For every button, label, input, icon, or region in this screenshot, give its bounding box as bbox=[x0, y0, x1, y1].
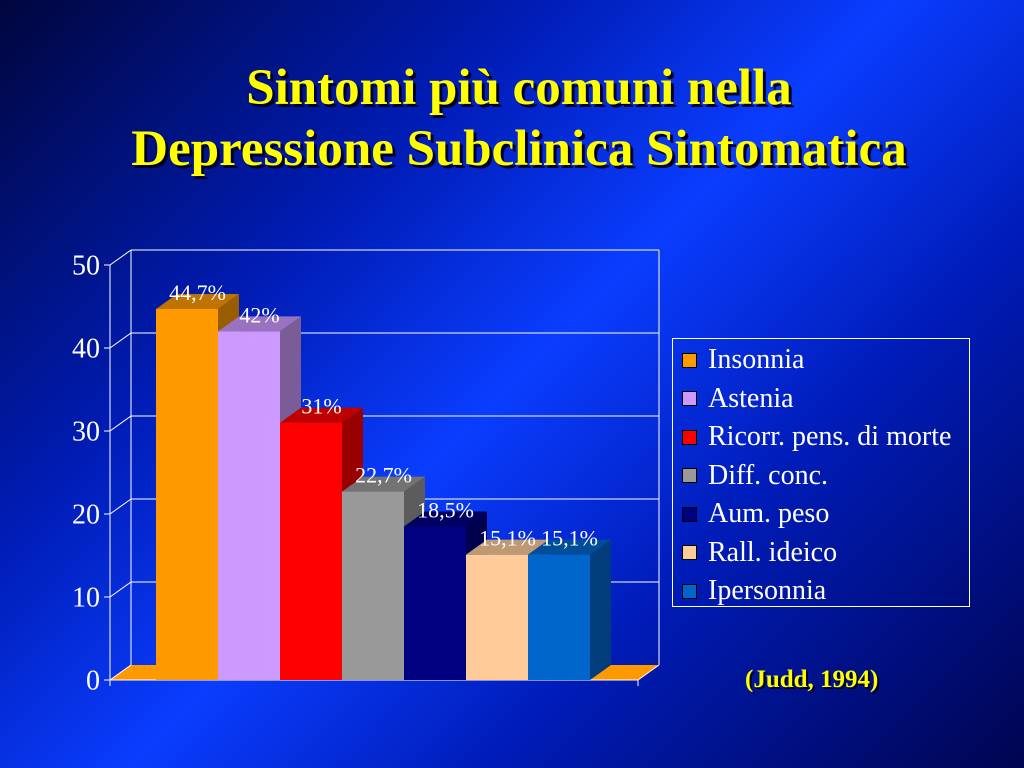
legend-item-aum-peso: Aum. peso bbox=[673, 495, 969, 534]
data-label-rall-ideico: 15,1% bbox=[479, 526, 536, 551]
legend-swatch bbox=[682, 506, 697, 522]
side-wall-gridline bbox=[109, 581, 132, 598]
legend-swatch bbox=[682, 391, 697, 407]
side-wall-gridline bbox=[109, 249, 132, 266]
legend-swatch bbox=[682, 545, 697, 561]
bar-front-face bbox=[156, 308, 218, 680]
data-label-aum-peso: 18,5% bbox=[417, 497, 474, 522]
bar-astenia bbox=[218, 316, 301, 680]
side-wall-gridline bbox=[109, 332, 132, 349]
bar-front-face bbox=[466, 554, 528, 680]
legend-item-diff-conc: Diff. conc. bbox=[673, 457, 969, 496]
legend-item-ricorr-pens-di-morte: Ricorr. pens. di morte bbox=[673, 418, 969, 457]
legend-item-astenia: Astenia bbox=[673, 380, 969, 419]
bar-front-face bbox=[280, 422, 342, 680]
legend-label: Aum. peso bbox=[708, 498, 830, 530]
side-wall-gridline bbox=[109, 415, 132, 432]
legend-swatch bbox=[682, 352, 697, 368]
title-line-1: Sintomi più comuni nella bbox=[246, 60, 792, 116]
legend-item-ipersonnia: Ipersonnia bbox=[673, 572, 969, 611]
bar-top-face bbox=[342, 476, 425, 492]
legend-label: Diff. conc. bbox=[708, 459, 828, 491]
bar-front-face bbox=[404, 526, 466, 680]
legend-label: Ipersonnia bbox=[708, 575, 827, 607]
legend-swatch bbox=[682, 468, 697, 484]
side-wall-gridline bbox=[109, 664, 132, 681]
side-wall-gridline bbox=[109, 498, 132, 515]
bar-top-face bbox=[404, 511, 487, 527]
y-tick-label: 0 bbox=[86, 666, 100, 697]
citation: (Judd, 1994) bbox=[745, 666, 879, 693]
bar-top-face bbox=[280, 407, 363, 423]
data-label-ipersonnia: 15,1% bbox=[541, 526, 598, 551]
y-tick-label: 20 bbox=[72, 500, 100, 531]
legend-label: Rall. ideico bbox=[708, 536, 838, 568]
bar-front-face bbox=[342, 491, 404, 680]
slide-title: Sintomi più comuni nella Depressione Sub… bbox=[0, 58, 1024, 180]
data-label-insonnia: 44,7% bbox=[169, 280, 226, 305]
y-tick-label: 30 bbox=[72, 417, 100, 448]
y-tick-label: 40 bbox=[72, 334, 100, 365]
bar-top-face bbox=[466, 539, 549, 555]
title-line-2: Depressione Subclinica Sintomatica bbox=[131, 121, 907, 177]
bar-front-face bbox=[218, 331, 280, 680]
legend-label: Insonnia bbox=[708, 344, 805, 376]
bar-front-face bbox=[528, 554, 590, 680]
y-tick-label: 50 bbox=[72, 251, 100, 282]
floor-right-edge bbox=[637, 664, 660, 681]
legend-item-insonnia: Insonnia bbox=[673, 341, 969, 380]
y-tick-label: 10 bbox=[72, 583, 100, 614]
data-label-ricorr-pens-di-morte: 31% bbox=[301, 394, 341, 419]
bar-top-face bbox=[218, 316, 301, 332]
bar-top-face bbox=[528, 539, 611, 555]
legend-label: Ricorr. pens. di morte bbox=[708, 421, 952, 453]
data-label-diff-conc: 22,7% bbox=[355, 463, 412, 488]
legend-swatch bbox=[682, 583, 697, 599]
legend: Insonnia Astenia Ricorr. pens. di morte … bbox=[672, 338, 970, 607]
legend-swatch bbox=[682, 429, 697, 445]
bar-ipersonnia bbox=[528, 539, 611, 680]
legend-item-rall-ideico: Rall. ideico bbox=[673, 534, 969, 573]
bar-top-face bbox=[156, 293, 239, 309]
bar-side-face bbox=[590, 539, 611, 680]
data-label-astenia: 42% bbox=[239, 302, 279, 327]
legend-label: Astenia bbox=[708, 382, 794, 414]
